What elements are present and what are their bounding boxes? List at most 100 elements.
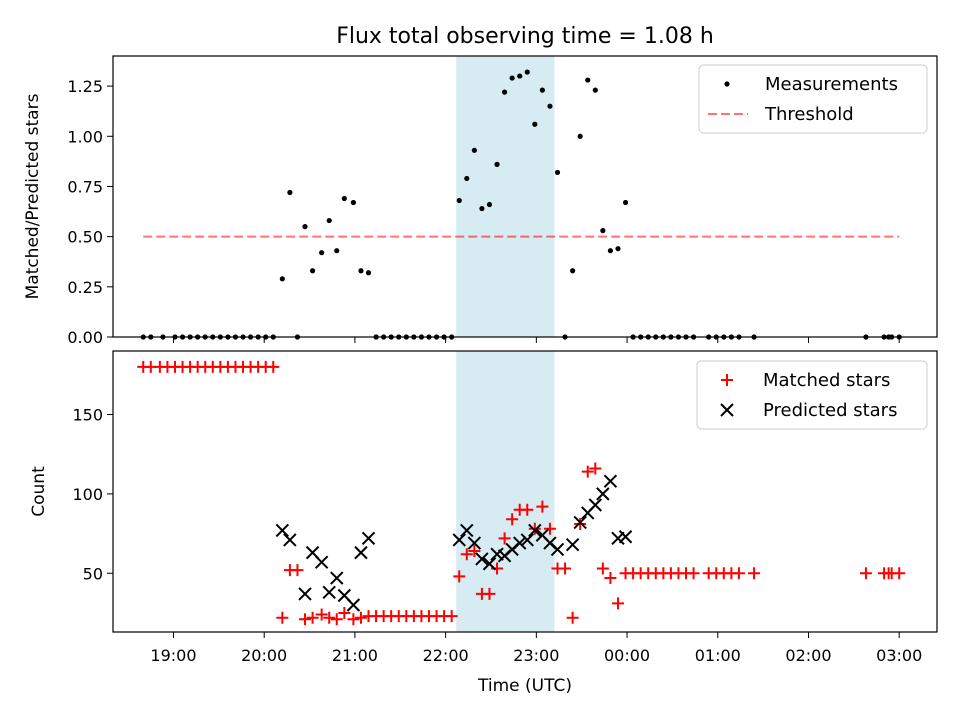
measurement-point bbox=[456, 197, 462, 204]
x-tick-label: 03:00 bbox=[876, 646, 922, 665]
predicted-star-point bbox=[513, 536, 527, 550]
predicted-star-point bbox=[354, 545, 368, 560]
matched-star-point bbox=[611, 597, 624, 610]
top-y-ticks: 0.00 0.25 0.50 0.75 1.00 1.25 bbox=[67, 77, 113, 347]
y-tick-label: 50 bbox=[83, 564, 103, 583]
predicted-star-point bbox=[298, 587, 312, 601]
matched-star-point bbox=[559, 562, 572, 575]
matched-star-point bbox=[859, 567, 872, 580]
measurement-point bbox=[577, 133, 583, 139]
measurement-point bbox=[600, 228, 606, 234]
matched-star-point bbox=[893, 567, 906, 580]
measurement-point bbox=[326, 217, 332, 224]
matched-star-point bbox=[574, 518, 587, 531]
measurement-point bbox=[494, 161, 500, 167]
measurement-point bbox=[365, 270, 372, 276]
matched-star-point bbox=[498, 532, 511, 545]
x-tick-label: 02:00 bbox=[785, 646, 831, 665]
predicted-star-point bbox=[603, 474, 618, 488]
matched-star-point bbox=[460, 548, 473, 561]
legend-threshold-label: Threshold bbox=[764, 104, 854, 125]
x-tick-label: 23:00 bbox=[513, 646, 559, 665]
legend-predicted-marker bbox=[720, 403, 734, 417]
bottom-panel: 50 100 150 19:00 20:00 21:00 22:00 23:00 00:00 0… bbox=[29, 350, 938, 696]
measurement-point bbox=[539, 87, 545, 93]
matched-star-point bbox=[483, 587, 496, 600]
legend-matched-marker bbox=[721, 374, 733, 386]
observing-window-top bbox=[456, 56, 555, 337]
matched-star-point bbox=[338, 606, 351, 619]
matched-star-point bbox=[315, 608, 328, 621]
matched-star-point bbox=[330, 613, 343, 626]
predicted-star-point bbox=[275, 523, 290, 538]
matched-star-point bbox=[536, 500, 549, 513]
matched-star-point bbox=[528, 522, 541, 535]
predicted-star-point bbox=[475, 552, 489, 566]
measurement-point bbox=[509, 75, 515, 81]
measurement-point bbox=[334, 248, 340, 254]
matched-star-point bbox=[589, 462, 602, 475]
measurement-point bbox=[607, 248, 614, 254]
predicted-star-point bbox=[520, 533, 534, 547]
matched-stars-series bbox=[137, 360, 906, 626]
legend-matched-label: Matched stars bbox=[763, 370, 890, 391]
measurement-point bbox=[554, 169, 561, 176]
legend-measurements-label: Measurements bbox=[765, 74, 898, 95]
matched-star-point bbox=[687, 567, 700, 580]
measurement-point bbox=[486, 201, 493, 208]
top-panel: 0.00 0.25 0.50 0.75 1.00 1.25 Matched/Predict… bbox=[23, 55, 938, 347]
predicted-star-point bbox=[314, 555, 329, 569]
measurement-point bbox=[517, 73, 523, 79]
bottom-y-axis-label: Count bbox=[29, 466, 49, 517]
top-x-ticks bbox=[172, 337, 900, 343]
measurement-point bbox=[479, 205, 485, 212]
predicted-star-point bbox=[528, 523, 542, 538]
measurement-point bbox=[464, 175, 470, 182]
y-tick-label: 1.00 bbox=[67, 127, 103, 146]
measurement-point bbox=[622, 199, 629, 206]
x-tick-label: 01:00 bbox=[695, 646, 741, 665]
x-tick-label: 21:00 bbox=[332, 646, 378, 665]
matched-star-point bbox=[468, 545, 481, 558]
measurement-point bbox=[471, 147, 477, 153]
matched-star-point bbox=[276, 611, 289, 624]
predicted-star-point bbox=[618, 530, 633, 544]
measurement-point bbox=[287, 189, 293, 196]
measurement-point bbox=[302, 224, 308, 230]
predicted-stars-series bbox=[275, 474, 633, 612]
matched-star-point bbox=[506, 513, 519, 526]
measurement-point bbox=[501, 89, 508, 95]
matched-star-point bbox=[347, 613, 360, 626]
measurement-point bbox=[358, 268, 364, 274]
predicted-star-point bbox=[283, 533, 297, 547]
matched-star-point bbox=[521, 503, 534, 516]
x-tick-label: 22:00 bbox=[423, 646, 469, 665]
predicted-star-point bbox=[467, 536, 482, 550]
matched-star-point bbox=[354, 611, 367, 624]
y-tick-label: 150 bbox=[72, 406, 103, 425]
matched-star-point bbox=[453, 570, 466, 583]
x-axis-label: Time (UTC) bbox=[477, 676, 572, 696]
y-tick-label: 0.25 bbox=[67, 278, 103, 297]
measurement-point bbox=[279, 276, 285, 282]
predicted-star-point bbox=[565, 537, 580, 552]
y-tick-label: 0.75 bbox=[67, 177, 103, 196]
top-legend-box bbox=[698, 64, 928, 134]
matched-star-point bbox=[604, 572, 617, 585]
matched-star-point bbox=[732, 567, 745, 580]
predicted-star-point bbox=[460, 523, 474, 538]
bottom-x-ticks: 19:00 20:00 21:00 22:00 23:00 00:00 01:00 02:00… bbox=[150, 632, 922, 665]
predicted-star-point bbox=[452, 533, 466, 547]
predicted-star-point bbox=[588, 498, 603, 512]
predicted-star-point bbox=[550, 542, 565, 557]
matched-star-point bbox=[267, 360, 280, 373]
measurement-point bbox=[350, 199, 356, 206]
measurement-point bbox=[547, 103, 553, 109]
x-tick-label: 19:00 bbox=[150, 646, 196, 665]
bottom-axes-frame bbox=[112, 350, 938, 633]
measurement-point bbox=[570, 268, 576, 274]
predicted-star-point bbox=[346, 598, 361, 612]
top-y-axis-label: Matched/Predicted stars bbox=[23, 93, 43, 299]
matched-star-point bbox=[748, 567, 761, 580]
